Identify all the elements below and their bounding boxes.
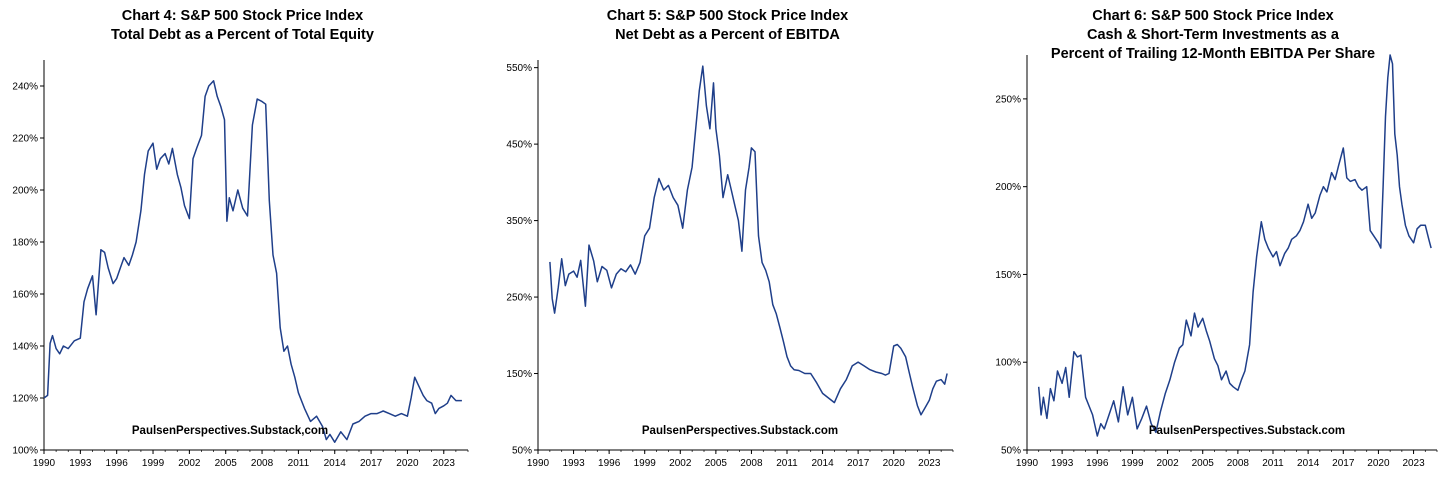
x-tick-label: 2014 xyxy=(811,458,834,469)
y-tick-label: 350% xyxy=(506,216,532,227)
x-tick-label: 1993 xyxy=(69,458,92,469)
x-tick-label: 2008 xyxy=(251,458,274,469)
x-tick-label: 1990 xyxy=(527,458,550,469)
chart-title: Chart 6: S&P 500 Stock Price Index Cash … xyxy=(970,7,1456,64)
chart-panel-6: Chart 6: S&P 500 Stock Price Index Cash … xyxy=(970,0,1456,483)
y-tick-label: 200% xyxy=(12,186,38,197)
x-tick-label: 2020 xyxy=(396,458,419,469)
chart-title-line-2: Cash & Short-Term Investments as a xyxy=(1087,27,1339,43)
y-tick-label: 550% xyxy=(506,63,532,74)
y-tick-label: 150% xyxy=(995,270,1021,281)
series-line xyxy=(43,80,462,443)
x-tick-label: 1999 xyxy=(1121,458,1144,469)
y-tick-label: 250% xyxy=(506,293,532,304)
y-tick-label: 240% xyxy=(12,82,38,93)
y-tick-label: 120% xyxy=(12,394,38,405)
chart-title-line-2: Net Debt as a Percent of EBITDA xyxy=(615,27,840,43)
x-tick-label: 2002 xyxy=(1156,458,1179,469)
chart-plot: 50% 150% 250% 350% 450% 550% 1990 1993 1996 1999 2… xyxy=(506,60,954,469)
y-tick-label: 140% xyxy=(12,342,38,353)
x-tick-label: 1990 xyxy=(1016,458,1039,469)
chart-plot: 50% 100% 150% 200% 250% 1990 1993 1996 1999 2002 2… xyxy=(995,54,1438,469)
y-tick-label: 100% xyxy=(995,358,1021,369)
x-tick-label: 2008 xyxy=(740,458,763,469)
y-tick-label: 100% xyxy=(12,446,38,457)
x-tick-label: 2002 xyxy=(178,458,201,469)
chart-title: Chart 5: S&P 500 Stock Price Index Net D… xyxy=(485,7,970,45)
x-tick-label: 2023 xyxy=(1402,458,1425,469)
y-tick-label: 250% xyxy=(995,94,1021,105)
chart-panel-4: Chart 4: S&P 500 Stock Price Index Total… xyxy=(0,0,485,483)
x-tick-label: 2017 xyxy=(1332,458,1355,469)
y-tick-label: 450% xyxy=(506,140,532,151)
watermark-label: PaulsenPerspectives.Substack,com xyxy=(132,425,328,437)
x-tick-label: 2008 xyxy=(1227,458,1250,469)
watermark-label: PaulsenPerspectives.Substack.com xyxy=(642,425,838,437)
x-tick-label: 1996 xyxy=(106,458,129,469)
x-tick-label: 2017 xyxy=(360,458,383,469)
watermark-label: PaulsenPerspectives.Substack.com xyxy=(1149,425,1345,437)
y-tick-label: 200% xyxy=(995,182,1021,193)
x-tick-label: 1990 xyxy=(33,458,56,469)
series-line xyxy=(549,65,948,416)
y-tick-label: 220% xyxy=(12,134,38,145)
series-line xyxy=(1037,54,1432,437)
x-tick-label: 2005 xyxy=(215,458,238,469)
y-tick-label: 180% xyxy=(12,238,38,249)
chart-title-line-1: Chart 5: S&P 500 Stock Price Index xyxy=(606,8,849,24)
chart-plot: 100% 120% 140% 160% 180% 200% 220% 240% 1990 1993… xyxy=(12,60,469,469)
x-tick-label: 2014 xyxy=(1297,458,1320,469)
x-tick-label: 1996 xyxy=(598,458,621,469)
chart-title-line-3: Percent of Trailing 12-Month EBITDA Per … xyxy=(1050,46,1376,62)
x-tick-label: 2023 xyxy=(433,458,456,469)
x-tick-label: 2002 xyxy=(669,458,692,469)
y-tick-label: 160% xyxy=(12,290,38,301)
chart-title: Chart 4: S&P 500 Stock Price Index Total… xyxy=(0,7,485,45)
x-tick-label: 2011 xyxy=(776,458,798,469)
chart-title-line-2: Total Debt as a Percent of Total Equity xyxy=(111,27,374,43)
x-tick-label: 1993 xyxy=(562,458,585,469)
chart-panel-5: Chart 5: S&P 500 Stock Price Index Net D… xyxy=(485,0,970,483)
x-tick-label: 2011 xyxy=(288,458,310,469)
x-tick-label: 1993 xyxy=(1051,458,1074,469)
x-tick-label: 2017 xyxy=(847,458,870,469)
x-tick-label: 2020 xyxy=(1367,458,1390,469)
x-tick-label: 2005 xyxy=(705,458,728,469)
x-tick-label: 2005 xyxy=(1192,458,1215,469)
x-tick-label: 2014 xyxy=(324,458,347,469)
x-tick-label: 2011 xyxy=(1262,458,1284,469)
x-tick-label: 2020 xyxy=(883,458,906,469)
y-tick-label: 50% xyxy=(512,446,532,457)
y-tick-label: 150% xyxy=(506,369,532,380)
x-tick-label: 1996 xyxy=(1086,458,1109,469)
chart-title-line-1: Chart 4: S&P 500 Stock Price Index xyxy=(121,8,364,24)
x-tick-label: 1999 xyxy=(142,458,165,469)
x-tick-label: 2023 xyxy=(918,458,941,469)
chart-title-line-1: Chart 6: S&P 500 Stock Price Index xyxy=(1092,8,1334,24)
y-tick-label: 50% xyxy=(1001,446,1021,457)
x-tick-label: 1999 xyxy=(634,458,657,469)
